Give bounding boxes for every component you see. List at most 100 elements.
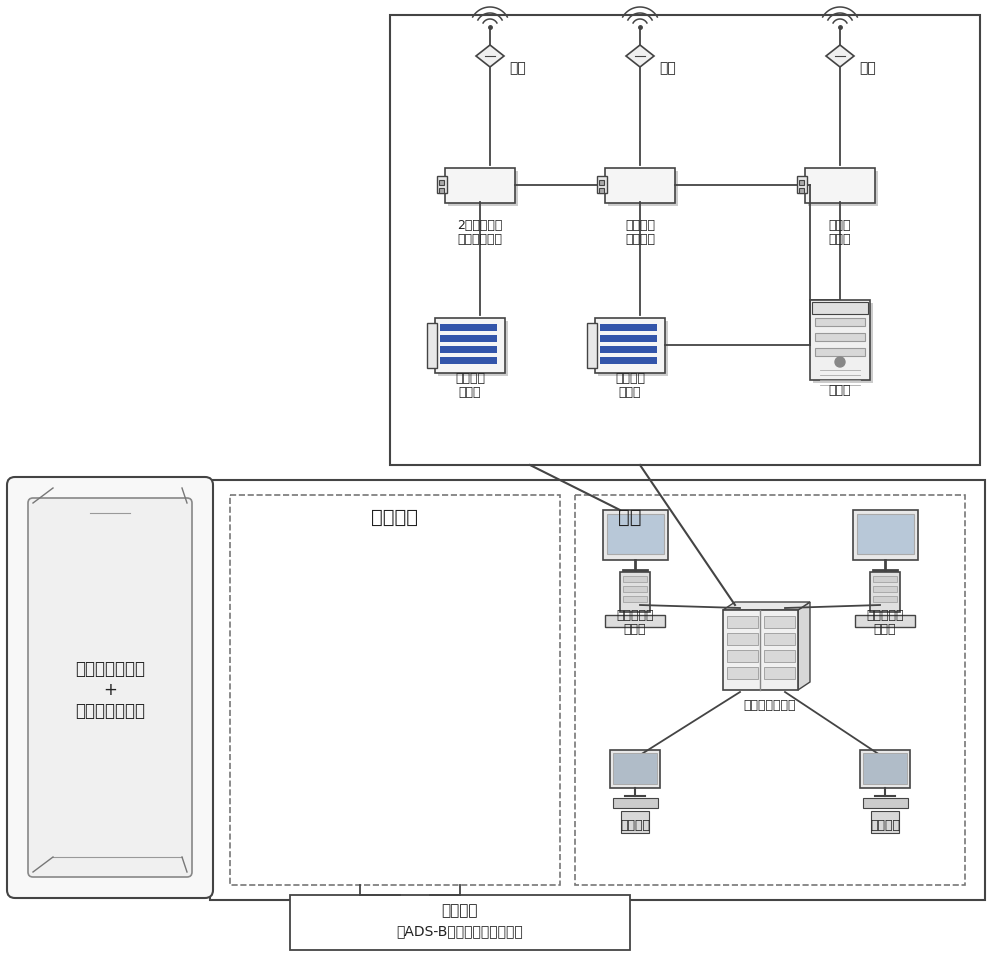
Text: 呼叫器: 呼叫器 [619,386,641,398]
Bar [600,335,657,342]
Bar [764,633,795,645]
Bar [812,302,868,314]
Bar [764,650,795,662]
Bar [855,615,915,627]
Bar [613,798,658,808]
Bar [448,171,518,206]
Bar [621,811,649,833]
Bar [440,324,497,331]
FancyBboxPatch shape [7,477,213,898]
Text: 飞行指挥席: 飞行指挥席 [616,608,654,622]
Text: 通信系统: 通信系统 [625,232,655,245]
Bar [600,346,657,353]
Bar [873,576,897,582]
Bar [437,176,447,193]
Text: 天线: 天线 [660,61,676,75]
Bar [390,15,980,465]
Bar [815,348,865,356]
Bar [595,318,665,373]
Text: 天线: 天线 [860,61,876,75]
Bar [853,510,918,560]
Text: 值班方舱: 值班方舱 [372,507,418,526]
Bar [598,321,668,376]
Bar [597,176,607,193]
Bar [230,495,560,885]
Bar [603,510,668,560]
Bar [863,798,908,808]
Bar [620,572,650,612]
Bar [440,335,497,342]
Bar [427,323,437,368]
Bar [439,188,444,193]
Text: 地空选择: 地空选择 [615,371,645,385]
Text: 飞行指挥席: 飞行指挥席 [866,608,904,622]
Bar [727,633,758,645]
FancyBboxPatch shape [28,498,192,877]
Bar [210,480,985,900]
Bar [608,171,678,206]
Bar [799,188,804,193]
Polygon shape [476,45,504,67]
Bar [623,596,647,602]
Bar [873,586,897,592]
Bar [575,495,965,885]
Bar [727,616,758,628]
Bar [860,750,910,788]
Text: 载车平台分系统
+
综合保障分系统: 载车平台分系统 + 综合保障分系统 [75,660,145,720]
Bar [613,753,657,784]
Text: 气象席位: 气象席位 [870,818,900,832]
Polygon shape [626,45,654,67]
Bar [587,323,597,368]
Bar [764,616,795,628]
Text: 地空通信系统: 地空通信系统 [458,232,503,245]
Text: （主）: （主） [624,623,646,635]
Bar [813,303,873,383]
Bar [438,321,508,376]
Bar [599,188,604,193]
Bar [623,576,647,582]
Polygon shape [826,45,854,67]
Bar [440,346,497,353]
Bar [808,171,878,206]
Bar [857,514,914,554]
Bar [799,180,804,185]
Bar [810,300,870,380]
Bar [440,357,497,364]
Bar [600,357,657,364]
Bar [723,610,798,690]
Text: 电子信息分系统: 电子信息分系统 [744,698,796,711]
Text: 2信道甚高频: 2信道甚高频 [457,219,503,231]
Bar [623,586,647,592]
Text: （ADS-B数据、雷达数据等）: （ADS-B数据、雷达数据等） [397,924,523,938]
Bar [445,168,515,203]
Bar [863,753,907,784]
Text: 塔台: 塔台 [618,507,642,526]
Text: 呼叫器: 呼叫器 [459,386,481,398]
Bar [815,333,865,341]
Text: 记录仪: 记录仪 [829,384,851,396]
Bar [605,168,675,203]
Text: 地空选择: 地空选择 [455,371,485,385]
Bar [873,596,897,602]
Text: （备）: （备） [874,623,896,635]
Bar [610,750,660,788]
Bar [727,667,758,679]
Text: 外部接口: 外部接口 [442,903,478,919]
Text: 高频地空: 高频地空 [625,219,655,231]
Bar [600,324,657,331]
Bar [797,176,807,193]
Circle shape [835,357,845,367]
Text: 管制席位: 管制席位 [620,818,650,832]
Bar [599,180,604,185]
Text: 对讲机: 对讲机 [829,232,851,245]
Bar [870,572,900,612]
Bar [439,180,444,185]
Bar [605,615,665,627]
Polygon shape [723,602,810,610]
Bar [805,168,875,203]
Bar [871,811,899,833]
Bar [607,514,664,554]
Bar [764,667,795,679]
Bar [435,318,505,373]
Bar [727,650,758,662]
